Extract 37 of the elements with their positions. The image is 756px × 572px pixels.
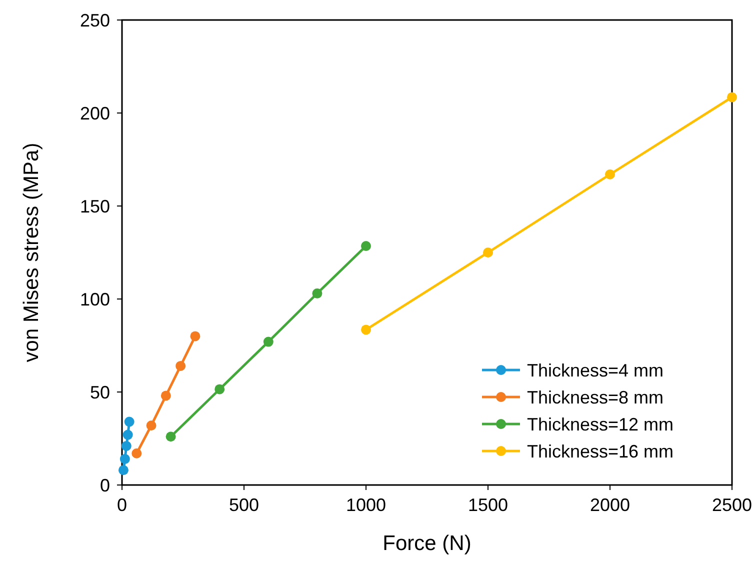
y-tick-label: 50 bbox=[90, 382, 110, 402]
point bbox=[190, 331, 200, 342]
point bbox=[361, 324, 371, 335]
point bbox=[727, 92, 737, 102]
x-tick-label: 2000 bbox=[590, 495, 630, 515]
legend-label: Thickness=4 mm bbox=[527, 360, 664, 380]
point bbox=[120, 454, 130, 464]
legend-label: Thickness=16 mm bbox=[527, 441, 674, 462]
y-tick-label: 150 bbox=[80, 196, 110, 216]
point bbox=[312, 288, 322, 298]
point bbox=[160, 390, 171, 401]
x-tick-label: 500 bbox=[228, 495, 260, 515]
y-tick-label: 100 bbox=[80, 289, 110, 310]
y-tick-label: 200 bbox=[80, 103, 110, 124]
point bbox=[122, 430, 133, 440]
point bbox=[146, 420, 156, 430]
x-tick-label: 2500 bbox=[712, 495, 752, 515]
point bbox=[132, 448, 142, 458]
x-axis-title: Force (N) bbox=[382, 532, 472, 555]
legend-label: Thickness=8 mm bbox=[527, 387, 664, 408]
point bbox=[118, 465, 128, 476]
point bbox=[263, 336, 274, 347]
x-tick-label: 1000 bbox=[346, 495, 386, 515]
point bbox=[214, 384, 225, 394]
x-tick-label: 1500 bbox=[468, 495, 508, 515]
point bbox=[124, 416, 134, 427]
y-tick-label: 0 bbox=[100, 475, 110, 496]
y-tick-label: 250 bbox=[80, 10, 110, 30]
x-tick-label: 0 bbox=[116, 495, 128, 515]
legend-label: Thickness=12 mm bbox=[527, 414, 674, 434]
y-axis-title: von Mises stress (MPa) bbox=[20, 142, 43, 362]
point bbox=[605, 169, 615, 180]
point bbox=[176, 360, 186, 371]
point bbox=[166, 432, 176, 442]
point bbox=[361, 240, 371, 251]
point bbox=[121, 440, 132, 451]
point bbox=[483, 248, 493, 258]
